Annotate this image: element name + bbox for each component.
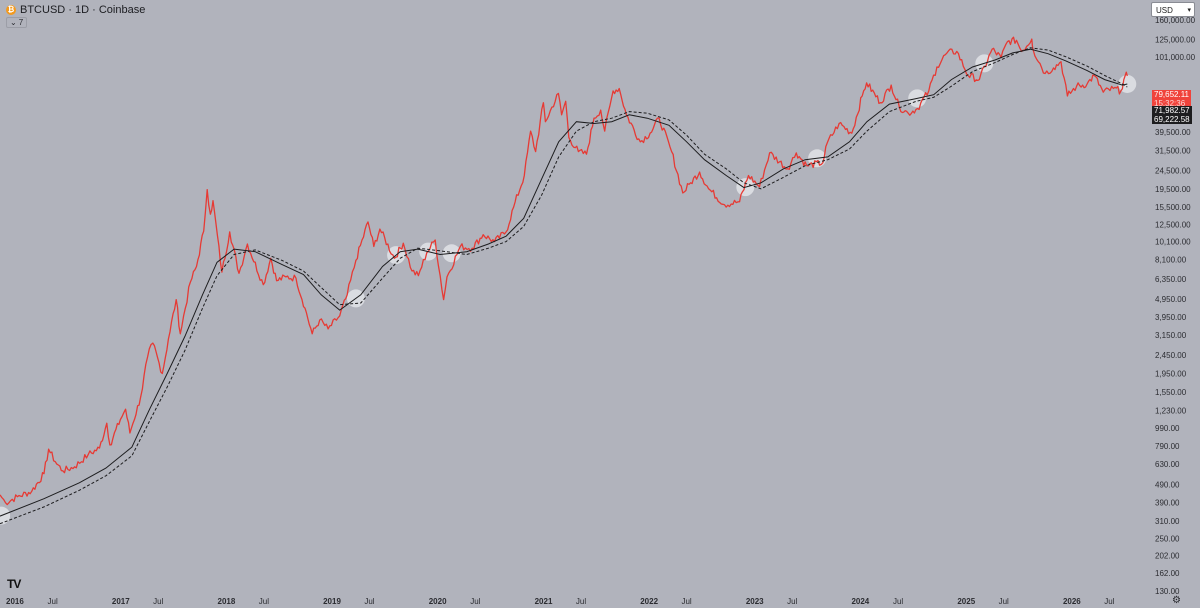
y-tick-label: 1,230.00 <box>1155 407 1187 416</box>
countdown-value: 15:32:36 <box>1154 99 1186 108</box>
y-tick-label: 31,500.00 <box>1155 146 1191 155</box>
y-tick-label: 160,000.00 <box>1155 16 1196 25</box>
y-tick-label: 790.00 <box>1155 442 1180 451</box>
fast-moving-average-line <box>0 48 1128 517</box>
x-tick-label: Jul <box>999 597 1009 606</box>
y-tick-label: 4,950.00 <box>1155 295 1187 304</box>
y-tick-label: 130.00 <box>1155 587 1180 596</box>
x-tick-label: 2017 <box>112 597 130 606</box>
x-tick-label: Jul <box>787 597 797 606</box>
x-tick-label: Jul <box>48 597 58 606</box>
x-tick-label: 2018 <box>218 597 236 606</box>
y-tick-label: 3,150.00 <box>1155 331 1187 340</box>
y-tick-label: 12,500.00 <box>1155 220 1191 229</box>
x-tick-label: 2019 <box>323 597 341 606</box>
ma-fast-label: 71,982.57 <box>1152 106 1192 115</box>
x-tick-label: Jul <box>153 597 163 606</box>
y-tick-label: 15,500.00 <box>1155 203 1191 212</box>
x-tick-label: 2016 <box>6 597 24 606</box>
x-tick-label: Jul <box>893 597 903 606</box>
x-tick-label: 2022 <box>640 597 658 606</box>
bitcoin-icon: ₿ <box>6 5 16 15</box>
currency-value: USD <box>1156 6 1173 15</box>
x-tick-label: 2025 <box>957 597 975 606</box>
y-tick-label: 1,550.00 <box>1155 388 1187 397</box>
x-tick-label: Jul <box>470 597 480 606</box>
tradingview-logo: TV <box>7 577 21 591</box>
gear-icon[interactable]: ⚙ <box>1172 595 1181 606</box>
ma-slow-label: 69,222.58 <box>1152 115 1192 124</box>
y-tick-label: 1,950.00 <box>1155 370 1187 379</box>
chevron-down-icon: ⌄ <box>10 18 17 27</box>
chevron-down-icon: ▾ <box>1187 7 1191 14</box>
y-tick-label: 39,500.00 <box>1155 128 1191 137</box>
y-tick-label: 202.00 <box>1155 551 1180 560</box>
slow-moving-average-line <box>0 47 1128 525</box>
indicator-count: 7 <box>18 18 24 27</box>
crossover-marker <box>0 506 11 525</box>
y-tick-label: 3,950.00 <box>1155 313 1187 322</box>
symbol-title: BTCUSD · 1D · Coinbase <box>20 4 146 16</box>
x-tick-label: 2021 <box>535 597 553 606</box>
symbol-header[interactable]: ₿ BTCUSD · 1D · Coinbase <box>6 4 145 16</box>
y-tick-label: 10,100.00 <box>1155 238 1191 247</box>
last-price-label: 79,652.11 15:32:36 <box>1152 90 1191 108</box>
y-tick-label: 8,100.00 <box>1155 255 1187 264</box>
x-tick-label: 2020 <box>429 597 447 606</box>
x-tick-label: Jul <box>364 597 374 606</box>
x-tick-label: Jul <box>1104 597 1114 606</box>
x-tick-label: 2024 <box>851 597 869 606</box>
y-tick-label: 490.00 <box>1155 480 1180 489</box>
btc-price-line <box>0 36 1128 506</box>
y-tick-label: 19,500.00 <box>1155 185 1191 194</box>
y-tick-label: 125,000.00 <box>1155 36 1196 45</box>
currency-select[interactable]: USD ▾ <box>1151 2 1195 17</box>
y-tick-label: 390.00 <box>1155 499 1180 508</box>
y-tick-label: 24,500.00 <box>1155 166 1191 175</box>
indicators-toggle[interactable]: ⌄ 7 <box>6 17 28 28</box>
y-tick-label: 250.00 <box>1155 534 1180 543</box>
last-price-value: 79,652.11 <box>1154 90 1189 99</box>
x-tick-label: Jul <box>576 597 586 606</box>
y-tick-label: 6,350.00 <box>1155 275 1187 284</box>
x-tick-label: 2023 <box>746 597 764 606</box>
x-tick-label: Jul <box>259 597 269 606</box>
y-tick-label: 630.00 <box>1155 460 1180 469</box>
y-tick-label: 2,450.00 <box>1155 351 1187 360</box>
x-tick-label: Jul <box>681 597 691 606</box>
x-tick-label: 2026 <box>1063 597 1081 606</box>
y-tick-label: 310.00 <box>1155 517 1180 526</box>
y-tick-label: 990.00 <box>1155 424 1180 433</box>
y-tick-label: 162.00 <box>1155 569 1180 578</box>
y-tick-label: 101,000.00 <box>1155 53 1196 62</box>
